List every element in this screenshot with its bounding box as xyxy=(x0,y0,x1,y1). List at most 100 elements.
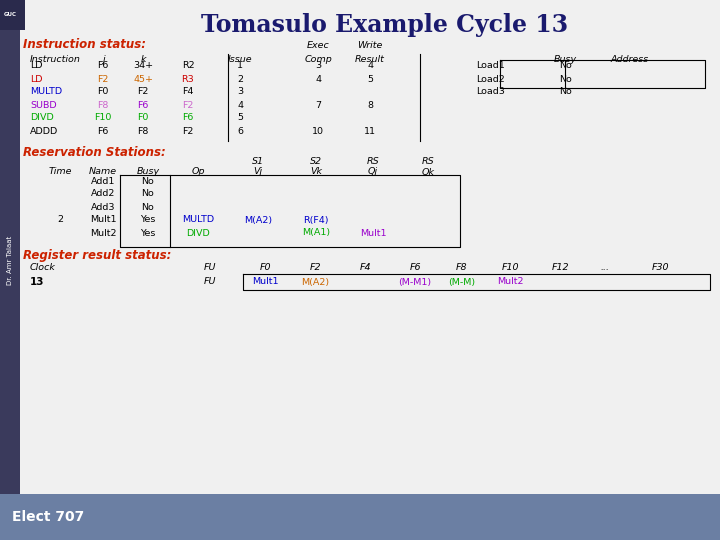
Text: MULTD: MULTD xyxy=(182,215,214,225)
Text: 5: 5 xyxy=(367,75,373,84)
Text: Busy: Busy xyxy=(554,55,577,64)
Text: F2: F2 xyxy=(138,87,149,97)
Text: k: k xyxy=(140,55,145,64)
Text: Time: Time xyxy=(48,167,72,177)
Text: Add1: Add1 xyxy=(91,177,115,186)
Text: Vj: Vj xyxy=(253,167,263,177)
Text: Name: Name xyxy=(89,167,117,177)
Text: SUBD: SUBD xyxy=(30,100,57,110)
Text: 6: 6 xyxy=(237,126,243,136)
Text: Yes: Yes xyxy=(140,228,156,238)
Text: F2: F2 xyxy=(310,264,320,273)
Text: GUC: GUC xyxy=(4,12,17,17)
Text: Clock: Clock xyxy=(30,264,56,273)
Text: 3: 3 xyxy=(315,62,321,71)
Text: 34+: 34+ xyxy=(133,62,153,71)
Text: 4: 4 xyxy=(367,62,373,71)
Text: M(A2): M(A2) xyxy=(301,278,329,287)
Text: Tomasulo Example Cycle 13: Tomasulo Example Cycle 13 xyxy=(202,13,569,37)
Bar xyxy=(0,494,720,540)
Text: (M-M1): (M-M1) xyxy=(398,278,431,287)
Text: F2: F2 xyxy=(182,100,194,110)
Text: F30: F30 xyxy=(652,264,669,273)
Text: S2: S2 xyxy=(310,158,322,166)
Text: F6: F6 xyxy=(182,113,194,123)
Text: F6: F6 xyxy=(138,100,149,110)
Text: (M-M): (M-M) xyxy=(449,278,476,287)
Text: R2: R2 xyxy=(181,62,194,71)
Text: R3: R3 xyxy=(181,75,194,84)
Text: Vk: Vk xyxy=(310,167,322,177)
Text: Comp: Comp xyxy=(304,55,332,64)
Text: 8: 8 xyxy=(367,100,373,110)
Text: F6: F6 xyxy=(97,62,109,71)
Text: 10: 10 xyxy=(312,126,324,136)
Text: F4: F4 xyxy=(182,87,194,97)
Bar xyxy=(0,0,25,30)
Text: Load2: Load2 xyxy=(476,75,505,84)
Text: Qk: Qk xyxy=(421,167,434,177)
Text: FU: FU xyxy=(204,264,216,273)
Text: F2: F2 xyxy=(97,75,109,84)
Text: F8: F8 xyxy=(456,264,468,273)
Text: F8: F8 xyxy=(138,126,149,136)
Text: No: No xyxy=(559,75,572,84)
Text: ADDD: ADDD xyxy=(30,126,58,136)
Text: RS: RS xyxy=(366,158,379,166)
Text: Load1: Load1 xyxy=(476,62,505,71)
Text: No: No xyxy=(142,177,154,186)
Text: Reservation Stations:: Reservation Stations: xyxy=(23,145,166,159)
Text: F0: F0 xyxy=(97,87,109,97)
Text: 3: 3 xyxy=(237,87,243,97)
Text: Yes: Yes xyxy=(140,215,156,225)
Text: Busy: Busy xyxy=(136,167,160,177)
Text: Issue: Issue xyxy=(228,55,252,64)
Text: F2: F2 xyxy=(182,126,194,136)
Text: 13: 13 xyxy=(30,277,45,287)
Text: 4: 4 xyxy=(315,75,321,84)
Text: Address: Address xyxy=(611,55,649,64)
Text: R(F4): R(F4) xyxy=(303,215,329,225)
Text: Exec: Exec xyxy=(307,42,329,51)
Text: DIVD: DIVD xyxy=(186,228,210,238)
Text: F10: F10 xyxy=(94,113,112,123)
Text: Mult1: Mult1 xyxy=(252,278,278,287)
Text: Write: Write xyxy=(357,42,383,51)
Text: 5: 5 xyxy=(237,113,243,123)
Text: FU: FU xyxy=(204,278,216,287)
Text: No: No xyxy=(142,202,154,212)
Text: ...: ... xyxy=(600,264,610,273)
Text: MULTD: MULTD xyxy=(30,87,62,97)
Text: S1: S1 xyxy=(252,158,264,166)
Text: No: No xyxy=(559,87,572,97)
Text: Elect 707: Elect 707 xyxy=(12,510,84,524)
Text: Instruction status:: Instruction status: xyxy=(23,37,146,51)
Text: LD: LD xyxy=(30,75,42,84)
Text: Result: Result xyxy=(355,55,385,64)
Text: LD: LD xyxy=(30,62,42,71)
Text: Mult2: Mult2 xyxy=(497,278,523,287)
Text: Dr. Amr Talaat: Dr. Amr Talaat xyxy=(7,235,13,285)
Text: j: j xyxy=(102,55,104,64)
Text: M(A2): M(A2) xyxy=(244,215,272,225)
Text: 2: 2 xyxy=(237,75,243,84)
Text: 1: 1 xyxy=(237,62,243,71)
Text: F8: F8 xyxy=(97,100,109,110)
Text: Add3: Add3 xyxy=(91,202,115,212)
Text: F0: F0 xyxy=(138,113,149,123)
Text: DIVD: DIVD xyxy=(30,113,54,123)
Text: No: No xyxy=(142,190,154,199)
Text: RS: RS xyxy=(422,158,434,166)
Text: Mult2: Mult2 xyxy=(90,228,116,238)
Text: Load3: Load3 xyxy=(476,87,505,97)
Text: F0: F0 xyxy=(259,264,271,273)
Text: F6: F6 xyxy=(97,126,109,136)
Text: Qj: Qj xyxy=(368,167,378,177)
Text: 11: 11 xyxy=(364,126,376,136)
Text: F12: F12 xyxy=(552,264,569,273)
Text: Op: Op xyxy=(192,167,204,177)
Text: No: No xyxy=(559,62,572,71)
Text: F6: F6 xyxy=(409,264,420,273)
Text: F4: F4 xyxy=(359,264,371,273)
Text: 2: 2 xyxy=(57,215,63,225)
